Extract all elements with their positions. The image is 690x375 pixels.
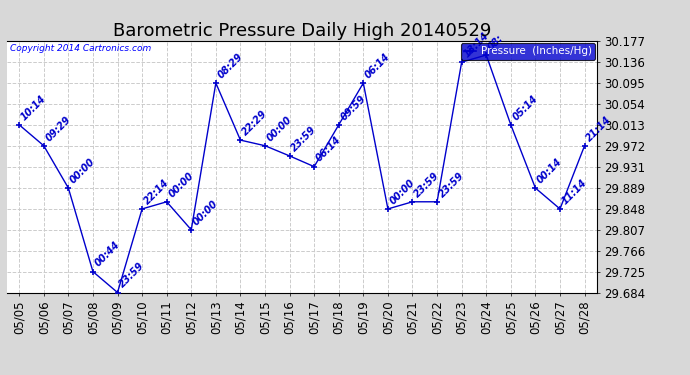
Text: 09:59: 09:59 [339, 93, 368, 122]
Text: 00:00: 00:00 [166, 170, 195, 199]
Text: 00:00: 00:00 [265, 114, 294, 143]
Text: 13:14: 13:14 [462, 30, 491, 59]
Text: 00:00: 00:00 [68, 156, 97, 185]
Text: 06:14: 06:14 [314, 135, 343, 164]
Text: 23:59: 23:59 [413, 170, 442, 199]
Text: 11:14: 11:14 [560, 177, 589, 206]
Legend: Pressure  (Inches/Hg): Pressure (Inches/Hg) [461, 44, 595, 60]
Text: 08:29: 08:29 [216, 51, 245, 80]
Text: 22:29: 22:29 [240, 108, 269, 137]
Text: 22:14: 22:14 [142, 177, 171, 206]
Text: 09:29: 09:29 [43, 114, 72, 143]
Text: 08:: 08: [486, 33, 506, 52]
Text: 00:14: 00:14 [535, 156, 564, 185]
Text: 10:14: 10:14 [19, 93, 48, 122]
Text: 05:14: 05:14 [511, 93, 540, 122]
Text: Copyright 2014 Cartronics.com: Copyright 2014 Cartronics.com [10, 44, 151, 53]
Text: 00:00: 00:00 [388, 177, 417, 206]
Text: 23:59: 23:59 [290, 124, 318, 153]
Text: 23:59: 23:59 [437, 170, 466, 199]
Text: 00:44: 00:44 [93, 240, 121, 269]
Title: Barometric Pressure Daily High 20140529: Barometric Pressure Daily High 20140529 [112, 22, 491, 40]
Text: 21:14: 21:14 [584, 114, 613, 143]
Text: 06:14: 06:14 [363, 51, 392, 80]
Text: 00:00: 00:00 [191, 198, 220, 227]
Text: 23:59: 23:59 [117, 261, 146, 290]
